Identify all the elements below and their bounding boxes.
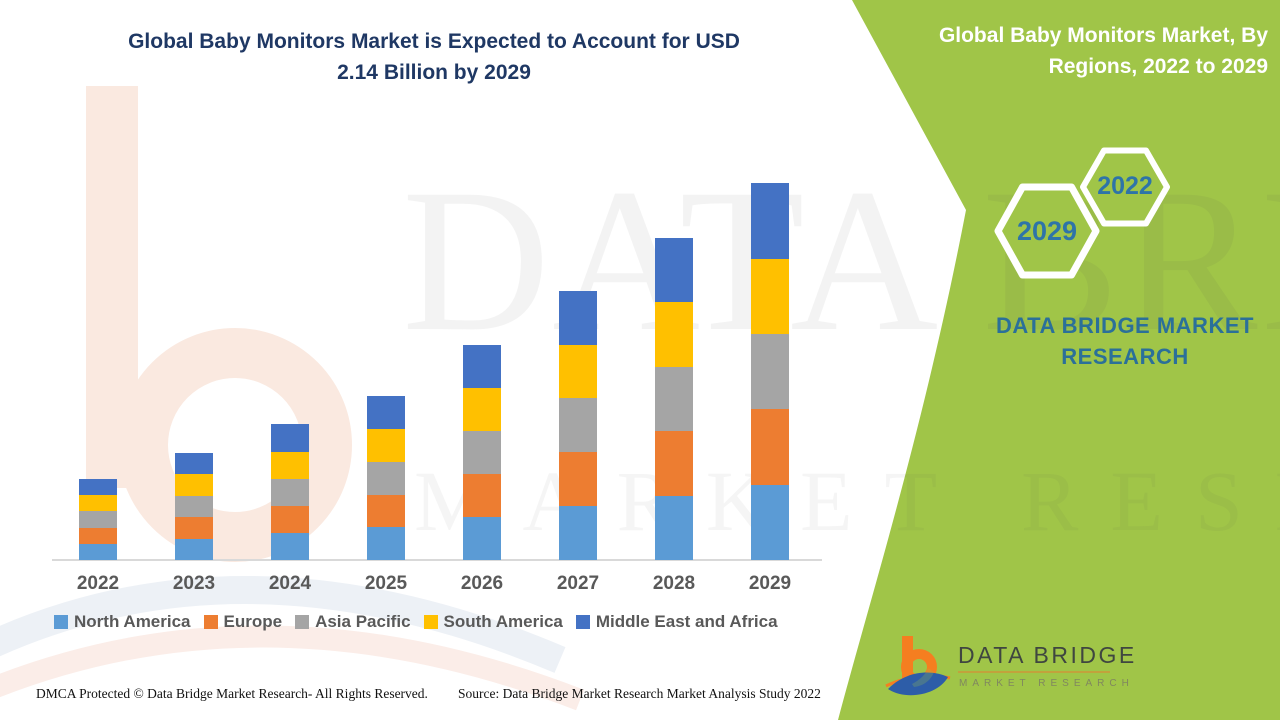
bar-segment-2029-middle-east-and-africa (751, 183, 789, 259)
bar-segment-2025-middle-east-and-africa (367, 396, 405, 430)
bar-segment-2023-middle-east-and-africa (175, 452, 213, 475)
hexagon-2022 (1080, 147, 1170, 227)
side-panel-title-line2: Regions, 2022 to 2029 (1048, 55, 1268, 78)
x-axis-line (52, 559, 822, 561)
bar-segment-2029-north-america (751, 484, 789, 560)
hexagon-2029 (994, 183, 1100, 279)
logo-name-text: DATA BRIDGE (958, 642, 1137, 668)
bar-segment-2028-south-america (655, 302, 693, 367)
side-panel-title-line1: Global Baby Monitors Market, By (938, 24, 1268, 47)
bar-segment-2029-europe (751, 409, 789, 485)
bar-segment-2027-middle-east-and-africa (559, 290, 597, 345)
bar-segment-2028-asia-pacific (655, 366, 693, 432)
bar-segment-2028-north-america (655, 495, 693, 560)
bar-segment-2028-middle-east-and-africa (655, 237, 693, 303)
legend-swatch-middle-east-and-africa (575, 615, 590, 629)
legend-label-middle-east-and-africa: Middle East and Africa (595, 612, 778, 631)
legend-item-middle-east-and-africa: Middle East and Africa (575, 612, 778, 632)
hexagon-label-end-year: 2029 (1016, 216, 1078, 246)
bar-segment-2022-europe (79, 527, 117, 544)
data-bridge-logo-icon (885, 636, 951, 696)
bar-segment-2022-north-america (79, 543, 117, 560)
bar-segment-2029-asia-pacific (751, 334, 789, 410)
bar-segment-2023-asia-pacific (175, 495, 213, 518)
bar-segment-2027-asia-pacific (559, 398, 597, 453)
chart-title: Global Baby Monitors Market is Expected … (58, 26, 810, 88)
x-axis-label-2028: 2028 (652, 573, 696, 594)
chart-title-line1: Global Baby Monitors Market is Expected … (128, 30, 740, 53)
bar-segment-2023-south-america (175, 474, 213, 496)
brand-text-line2: RESEARCH (1061, 344, 1189, 369)
footer-source-text: Source: Data Bridge Market Research Mark… (458, 686, 821, 701)
bar-segment-2027-south-america (559, 344, 597, 399)
side-panel-brand-text: DATA BRIDGE MARKET RESEARCH (985, 310, 1265, 372)
chart-title-line2: 2.14 Billion by 2029 (337, 61, 531, 84)
side-panel-title: Global Baby Monitors Market, By Regions,… (888, 20, 1268, 82)
bar-segment-2022-asia-pacific (79, 511, 117, 528)
brand-text-line1: DATA BRIDGE MARKET (996, 313, 1254, 338)
bar-segment-2026-middle-east-and-africa (463, 345, 501, 389)
bar-segment-2022-south-america (79, 495, 117, 512)
bar-segment-2026-south-america (463, 388, 501, 432)
logo-subtitle-text: MARKET RESEARCH (959, 678, 1134, 689)
bar-segment-2025-north-america (367, 527, 405, 560)
x-axis-label-2027: 2027 (556, 573, 600, 594)
footer-dmca-text: DMCA Protected © Data Bridge Market Rese… (36, 686, 428, 701)
bar-segment-2025-europe (367, 494, 405, 528)
bar-segment-2026-europe (463, 474, 501, 518)
logo-underline (958, 671, 1110, 673)
bar-segment-2029-south-america (751, 258, 789, 334)
bar-segment-2027-north-america (559, 506, 597, 560)
x-axis-label-2029: 2029 (748, 573, 792, 594)
bar-segment-2028-europe (655, 431, 693, 496)
bar-segment-2025-south-america (367, 429, 405, 462)
bar-segment-2027-europe (559, 452, 597, 507)
bar-segment-2025-asia-pacific (367, 461, 405, 495)
bar-segment-2026-asia-pacific (463, 431, 501, 475)
bar-segment-2026-north-america (463, 517, 501, 560)
hexagon-label-start-year: 2022 (1097, 172, 1153, 200)
